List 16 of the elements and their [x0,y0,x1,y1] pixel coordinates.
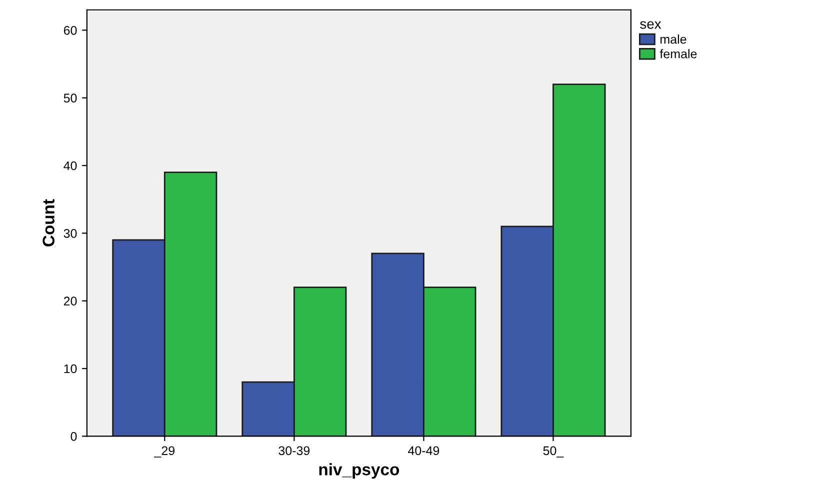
y-tick-label: 0 [70,432,77,441]
legend-title: sex [640,21,662,29]
x-tick-label: 50_ [543,446,564,458]
x-tick-label: 30-39 [278,446,310,456]
y-tick-label: 40 [64,161,77,170]
y-tick-label: 50 [64,94,77,103]
legend-label: female [660,49,697,58]
y-tick-label: 10 [64,364,77,374]
x-tick-label: 40-49 [408,446,440,456]
y-tick-label: 30 [64,228,77,238]
x-tick-label: _29 [154,446,174,458]
x-axis-title: niv_psyco [319,463,400,479]
legend-label: male [660,34,686,44]
y-tick-label: 60 [64,26,77,35]
y-axis-title: Count [42,199,54,246]
y-tick-label: 20 [64,296,77,306]
